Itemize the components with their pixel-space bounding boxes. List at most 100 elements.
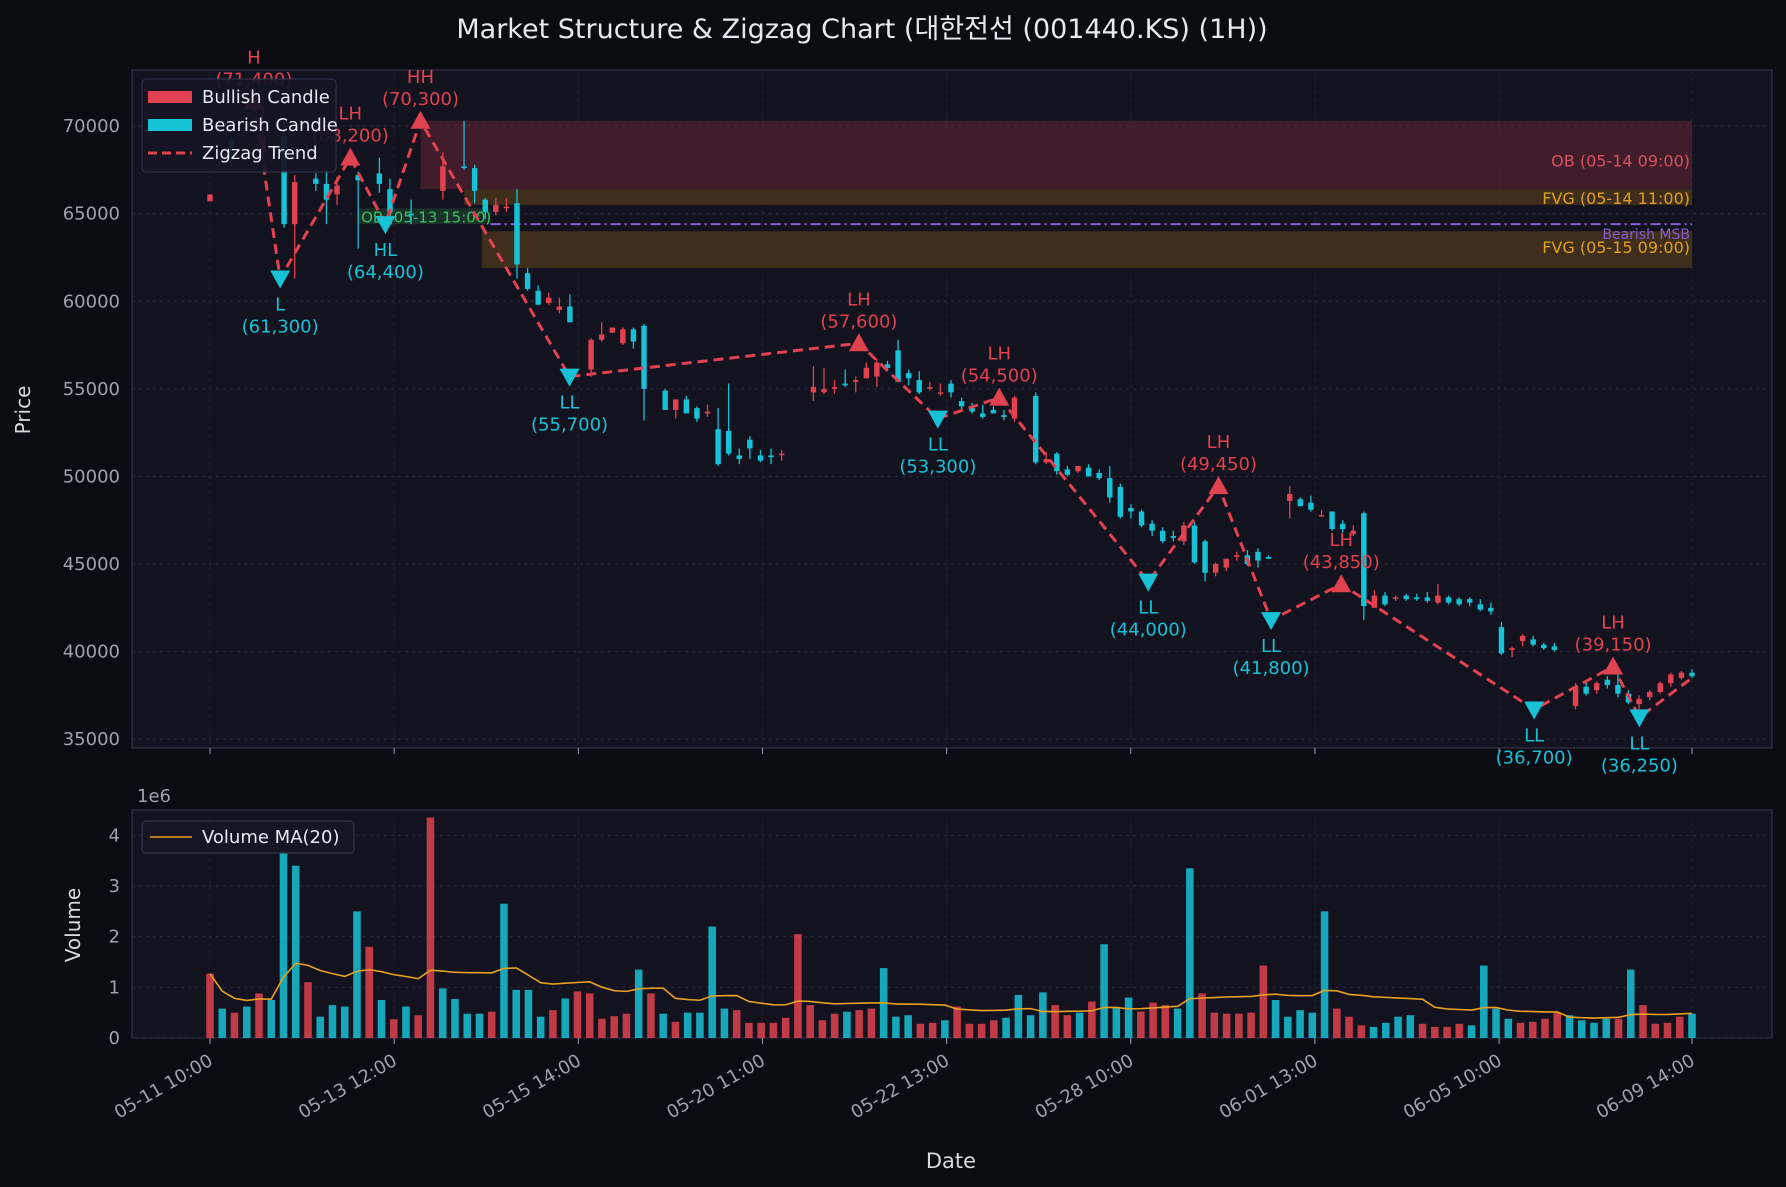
volume-bar <box>1173 1008 1182 1038</box>
bearish-candle <box>1551 646 1558 650</box>
legend-label: Bullish Candle <box>202 87 330 108</box>
volume-bar <box>1565 1015 1574 1038</box>
bearish-candle <box>1477 604 1484 610</box>
bearish-candle <box>990 409 997 414</box>
zone-label: FVG (05-15 09:00) <box>1542 238 1690 257</box>
volume-bar <box>818 1020 827 1038</box>
bearish-candle <box>323 183 330 200</box>
volume-bar <box>659 1013 667 1038</box>
swing-value: (70,300) <box>382 89 459 110</box>
bullish-candle <box>1392 597 1399 599</box>
bearish-candle <box>524 273 531 289</box>
volume-bar <box>1333 1008 1341 1038</box>
bullish-candle <box>598 334 605 340</box>
bearish-candle <box>1456 599 1462 605</box>
bullish-candle <box>1636 698 1642 705</box>
volume-ma-line <box>209 962 1693 1019</box>
bearish-candle <box>1054 453 1060 472</box>
volume-bar <box>745 1022 753 1038</box>
bullish-candle <box>1646 691 1653 698</box>
bullish-candle <box>831 387 838 389</box>
bullish-candle <box>874 362 880 377</box>
volume-bar <box>1651 1023 1660 1038</box>
volume-bar <box>255 993 263 1038</box>
volume-bar <box>1247 1012 1255 1038</box>
swing-label: LL <box>1524 725 1544 746</box>
bearish-candle <box>1191 525 1198 563</box>
swing-high-marker <box>1603 656 1624 675</box>
volume-bar <box>1259 965 1268 1038</box>
bearish-candle <box>980 413 986 417</box>
swing-low-marker <box>1138 573 1159 592</box>
swing-value: (64,400) <box>347 262 424 283</box>
volume-bar <box>1284 1016 1292 1038</box>
zone-ob_bear <box>420 120 1692 190</box>
bullish-candle <box>588 339 594 370</box>
volume-bar <box>1480 965 1488 1038</box>
volume-bar <box>1124 997 1133 1038</box>
volume-bar <box>1529 1021 1537 1038</box>
volume-bar <box>1418 1023 1427 1038</box>
volume-bar <box>561 998 569 1038</box>
volume-bar <box>1161 1005 1170 1038</box>
volume-bar <box>892 1016 900 1038</box>
volume-bar <box>720 1008 729 1038</box>
bearish-candle <box>1361 513 1367 607</box>
volume-bar <box>365 946 373 1038</box>
bearish-candle <box>1085 467 1092 477</box>
bullish-candle <box>1594 683 1600 691</box>
volume-bar <box>1039 992 1047 1038</box>
bullish-candle <box>546 297 552 304</box>
bearish-candle <box>694 408 700 419</box>
volume-bar <box>904 1015 912 1038</box>
bullish-candle <box>334 185 340 195</box>
volume-bar <box>1394 1016 1402 1038</box>
volume-bar <box>1578 1020 1586 1038</box>
price-axis-label: Price <box>11 386 35 435</box>
bullish-candle <box>1350 530 1356 535</box>
bearish-candle <box>1064 469 1071 475</box>
swing-value: (36,250) <box>1601 755 1678 776</box>
volume-bar <box>1088 1001 1096 1038</box>
volume-bar <box>1504 1018 1513 1038</box>
zone-label: OB (05-13 15:00) <box>361 208 491 226</box>
swing-value: (39,150) <box>1575 635 1652 656</box>
volume-bar <box>843 1011 851 1038</box>
swing-low-marker <box>1629 709 1650 728</box>
price-tick-label: 55000 <box>63 379 120 400</box>
volume-bar <box>1075 1012 1084 1038</box>
volume-bar <box>757 1022 765 1038</box>
bearish-candle <box>1107 478 1113 498</box>
swing-label: LH <box>987 344 1011 365</box>
volume-bar <box>1406 1015 1415 1038</box>
volume-scale-label: 1e6 <box>137 786 171 807</box>
volume-bar <box>206 973 214 1038</box>
volume-bar <box>1455 1023 1464 1038</box>
bearish-candle <box>408 213 414 216</box>
zone-label: FVG (05-14 11:00) <box>1542 189 1690 208</box>
bullish-candle <box>1657 683 1663 692</box>
legend-swatch <box>148 91 192 103</box>
volume-bar <box>990 1020 998 1038</box>
x-axis-label: Date <box>926 1149 976 1173</box>
volume-bar <box>1100 944 1108 1038</box>
volume-bar <box>683 1012 692 1038</box>
bearish-candle <box>313 178 319 184</box>
volume-bar <box>928 1022 937 1038</box>
price-tick-label: 45000 <box>63 554 120 575</box>
volume-bar <box>598 1018 606 1038</box>
bearish-candle <box>1339 523 1346 530</box>
volume-bar <box>328 1005 337 1038</box>
volume-bar <box>1051 1005 1059 1038</box>
volume-tick-label: 2 <box>109 927 120 948</box>
volume-bar <box>536 1016 545 1038</box>
bearish-candle <box>736 455 743 459</box>
swing-value: (36,700) <box>1496 747 1573 768</box>
bearish-candle <box>905 373 912 379</box>
volume-bar <box>1639 1005 1647 1038</box>
swing-high-marker <box>340 147 361 166</box>
swing-label: LL <box>1629 733 1649 754</box>
swing-value: (55,700) <box>531 415 608 436</box>
